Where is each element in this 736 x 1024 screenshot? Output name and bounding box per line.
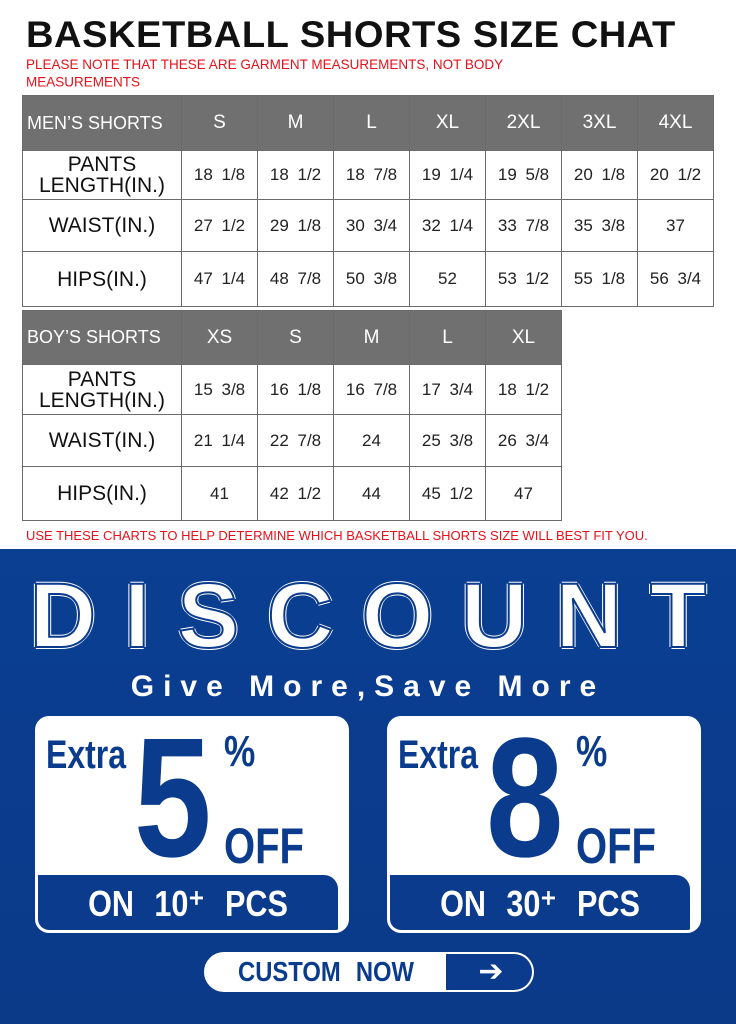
cell: 47 xyxy=(485,466,562,521)
cell: 17 3/4 xyxy=(409,364,486,415)
cell: 56 3/4 xyxy=(637,251,714,307)
cell: 20 1/8 xyxy=(561,150,638,200)
cell: 44 xyxy=(333,466,410,521)
row-label: PANTS LENGTH(IN.) xyxy=(22,364,182,415)
cell: 18 1/2 xyxy=(257,150,334,200)
cell: 24 xyxy=(333,414,410,467)
table-header: BOY’S SHORTS xyxy=(22,310,182,365)
offer-condition: ON 10⁺ PCS xyxy=(88,883,288,924)
cell: 42 1/2 xyxy=(257,466,334,521)
discount-number: 8 xyxy=(486,716,564,893)
table-row: PANTS LENGTH(IN.) 15 3/8 16 1/8 16 7/8 1… xyxy=(22,364,562,415)
extra-label: Extra xyxy=(46,733,127,777)
cell: 16 7/8 xyxy=(333,364,410,415)
cell: 21 1/4 xyxy=(181,414,258,467)
cell: 19 5/8 xyxy=(485,150,562,200)
off-label: OFF xyxy=(576,818,656,874)
row-label: PANTS LENGTH(IN.) xyxy=(22,150,182,200)
table-row: PANTS LENGTH(IN.) 18 1/8 18 1/2 18 7/8 1… xyxy=(22,150,714,200)
size-header: XS xyxy=(181,310,258,365)
table-row: WAIST(IN.) 21 1/4 22 7/8 24 25 3/8 26 3/… xyxy=(22,414,562,467)
cell: 48 7/8 xyxy=(257,251,334,307)
size-header: 4XL xyxy=(637,95,714,151)
size-header: M xyxy=(257,95,334,151)
size-header: L xyxy=(333,95,410,151)
cell: 26 3/4 xyxy=(485,414,562,467)
cell: 41 xyxy=(181,466,258,521)
cell: 20 1/2 xyxy=(637,150,714,200)
fit-note: USE THESE CHARTS TO HELP DETERMINE WHICH… xyxy=(26,528,648,543)
table-row: HIPS(IN.) 47 1/4 48 7/8 50 3/8 52 53 1/2… xyxy=(22,251,714,307)
cell: 55 1/8 xyxy=(561,251,638,307)
tagline: Give More,Save More xyxy=(130,670,606,703)
extra-label: Extra xyxy=(398,733,479,777)
cell: 52 xyxy=(409,251,486,307)
cell: 35 3/8 xyxy=(561,199,638,252)
cell: 37 xyxy=(637,199,714,252)
cell: 18 7/8 xyxy=(333,150,410,200)
table-row: WAIST(IN.) 27 1/2 29 1/8 30 3/4 32 1/4 3… xyxy=(22,199,714,252)
off-label: OFF xyxy=(224,818,304,874)
cell: 19 1/4 xyxy=(409,150,486,200)
mens-size-table: MEN’S SHORTS S M L XL 2XL 3XL 4XL PANTS … xyxy=(22,95,714,307)
offer-condition: ON 30⁺ PCS xyxy=(440,883,640,924)
size-header: S xyxy=(257,310,334,365)
cell: 30 3/4 xyxy=(333,199,410,252)
cell: 18 1/2 xyxy=(485,364,562,415)
size-header: 2XL xyxy=(485,95,562,151)
cell: 47 1/4 xyxy=(181,251,258,307)
cell: 53 1/2 xyxy=(485,251,562,307)
offer-card-8: Extra 8 % OFF ON 30⁺ PCS xyxy=(387,716,701,933)
cell: 32 1/4 xyxy=(409,199,486,252)
cell: 29 1/8 xyxy=(257,199,334,252)
offer-card-5: Extra 5 % OFF ON 10⁺ PCS xyxy=(35,716,349,933)
custom-now-button[interactable]: CUSTOM NOW ➔ xyxy=(204,952,534,992)
custom-now-label: CUSTOM NOW xyxy=(238,956,414,987)
cell: 16 1/8 xyxy=(257,364,334,415)
offer-condition-band: ON 30⁺ PCS xyxy=(390,875,690,930)
row-label: HIPS(IN.) xyxy=(22,251,182,307)
page-title: BASKETBALL SHORTS SIZE CHAT xyxy=(26,14,676,55)
size-header: XL xyxy=(485,310,562,365)
size-header: M xyxy=(333,310,410,365)
cell: 27 1/2 xyxy=(181,199,258,252)
cell: 18 1/8 xyxy=(181,150,258,200)
cell: 33 7/8 xyxy=(485,199,562,252)
boys-size-table: BOY’S SHORTS XS S M L XL PANTS LENGTH(IN… xyxy=(22,310,562,521)
table-header-row: BOY’S SHORTS XS S M L XL xyxy=(22,310,562,365)
measurement-note: PLEASE NOTE THAT THESE ARE GARMENT MEASU… xyxy=(26,56,503,90)
row-label: WAIST(IN.) xyxy=(22,199,182,252)
arrow-right-icon: ➔ xyxy=(446,954,532,990)
percent-sign: % xyxy=(224,727,256,776)
cell: 50 3/8 xyxy=(333,251,410,307)
row-label: WAIST(IN.) xyxy=(22,414,182,467)
discount-headline: DISCOUNT xyxy=(29,565,735,667)
table-header: MEN’S SHORTS xyxy=(22,95,182,151)
offer-condition-band: ON 10⁺ PCS xyxy=(38,875,338,930)
cell: 15 3/8 xyxy=(181,364,258,415)
table-header-row: MEN’S SHORTS S M L XL 2XL 3XL 4XL xyxy=(22,95,714,151)
size-header: S xyxy=(181,95,258,151)
percent-sign: % xyxy=(576,727,608,776)
size-header: 3XL xyxy=(561,95,638,151)
size-header: XL xyxy=(409,95,486,151)
cell: 25 3/8 xyxy=(409,414,486,467)
table-row: HIPS(IN.) 41 42 1/2 44 45 1/2 47 xyxy=(22,466,562,521)
row-label: HIPS(IN.) xyxy=(22,466,182,521)
cell: 22 7/8 xyxy=(257,414,334,467)
cell: 45 1/2 xyxy=(409,466,486,521)
discount-number: 5 xyxy=(134,716,212,893)
size-header: L xyxy=(409,310,486,365)
